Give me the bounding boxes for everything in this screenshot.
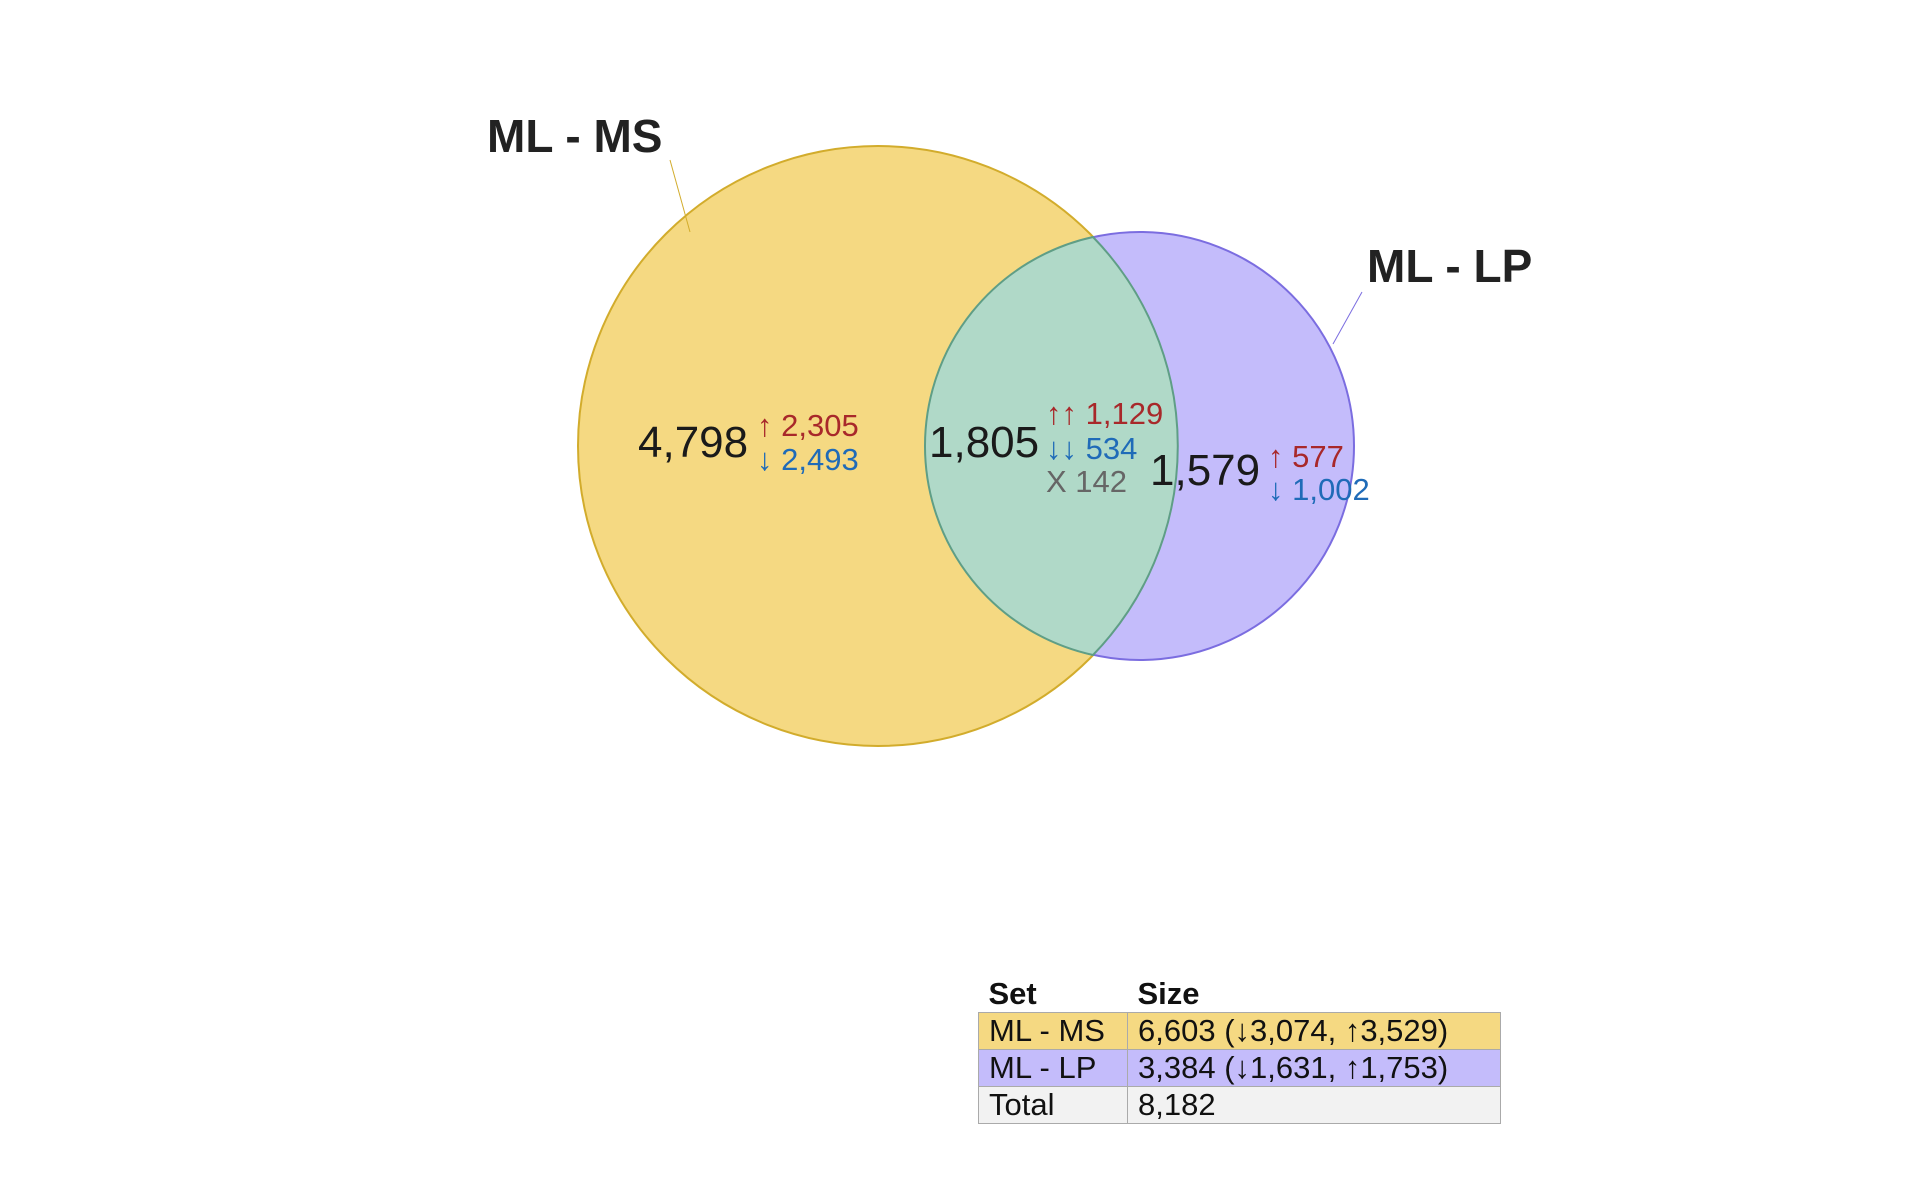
ms-only-up-count: ↑ 2,305 bbox=[757, 408, 859, 443]
table-row: ML - LP 3,384 (↓1,631, ↑1,753) bbox=[978, 1049, 1501, 1087]
table-row: ML - MS 6,603 (↓3,074, ↑3,529) bbox=[978, 1012, 1501, 1050]
set-title-ml-lp: ML - LP bbox=[1367, 240, 1532, 292]
row-set-size: 8,182 bbox=[1127, 1086, 1501, 1124]
row-set-name: ML - MS bbox=[978, 1012, 1128, 1050]
ml-ms-leader-line bbox=[669, 159, 691, 233]
lp-only-up-count: ↑ 577 bbox=[1268, 439, 1344, 474]
table-header-row: Set Size bbox=[979, 974, 1501, 1013]
header-set: Set bbox=[988, 976, 1037, 1011]
row-set-name: Total bbox=[978, 1086, 1128, 1124]
venn-diagram: ML - MS ML - LP 4,798 ↑ 2,305 ↓ 2,493 1,… bbox=[487, 110, 1532, 747]
lp-only-total: 1,579 bbox=[1150, 446, 1260, 495]
row-set-name: ML - LP bbox=[978, 1049, 1128, 1087]
set-size-table: Set Size ML - MS 6,603 (↓3,074, ↑3,529) … bbox=[978, 974, 1501, 1124]
overlap-up-up-count: ↑↑ 1,129 bbox=[1046, 396, 1163, 431]
ms-only-total: 4,798 bbox=[638, 418, 748, 467]
overlap-region bbox=[923, 235, 1179, 657]
set-title-ml-ms: ML - MS bbox=[487, 110, 662, 162]
header-size: Size bbox=[1137, 976, 1200, 1011]
overlap-mixed-count: X 142 bbox=[1046, 464, 1127, 499]
row-set-size: 3,384 (↓1,631, ↑1,753) bbox=[1127, 1049, 1501, 1087]
table-row: Total 8,182 bbox=[978, 1086, 1501, 1124]
overlap-down-down-count: ↓↓ 534 bbox=[1046, 431, 1137, 466]
ml-lp-leader-line bbox=[1332, 291, 1363, 345]
overlap-total: 1,805 bbox=[929, 418, 1039, 467]
ms-only-down-count: ↓ 2,493 bbox=[757, 442, 859, 477]
row-set-size: 6,603 (↓3,074, ↑3,529) bbox=[1127, 1012, 1501, 1050]
lp-only-down-count: ↓ 1,002 bbox=[1268, 472, 1370, 507]
